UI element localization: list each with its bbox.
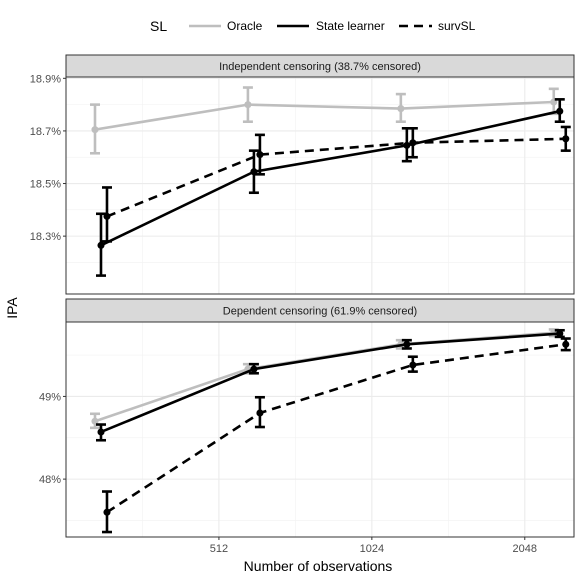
y-tick-label: 49% xyxy=(39,391,61,403)
series-line xyxy=(106,343,566,514)
legend-label-survsl: survSL xyxy=(438,19,476,33)
x-tick-label: 512 xyxy=(210,543,228,555)
data-point xyxy=(91,126,99,134)
series-oracle xyxy=(89,86,559,155)
series-line xyxy=(100,109,561,247)
legend-entry-survsl: survSL xyxy=(399,19,476,33)
legend-entry-oracle: Oracle xyxy=(189,19,263,33)
data-point xyxy=(403,141,411,149)
series-line xyxy=(106,137,566,218)
y-tick-label: 48% xyxy=(39,474,61,486)
gridlines xyxy=(66,322,574,537)
panel-strip-title: Independent censoring (38.7% censored) xyxy=(219,61,421,73)
data-point xyxy=(103,508,111,516)
data-point xyxy=(97,428,105,436)
facet-panels: Independent censoring (38.7% censored) 18… xyxy=(30,54,575,538)
legend-label-state-learner: State learner xyxy=(316,19,385,33)
data-point xyxy=(250,365,258,373)
y-axis-title: IPA xyxy=(4,297,20,319)
panel-strip-title: Dependent censoring (61.9% censored) xyxy=(223,306,417,318)
data-point xyxy=(91,417,99,425)
plot-background xyxy=(66,77,574,294)
data-point xyxy=(409,361,417,369)
x-tick-label: 1024 xyxy=(360,543,384,555)
data-point xyxy=(397,105,405,113)
y-tick-label: 18.9% xyxy=(30,73,61,85)
data-point xyxy=(556,330,564,338)
y-tick-label: 18.7% xyxy=(30,126,61,138)
data-point xyxy=(97,241,105,249)
x-tick-label: 2048 xyxy=(513,543,537,555)
data-point xyxy=(556,107,564,115)
series-line xyxy=(100,332,560,434)
legend: SL Oracle State learner survSL xyxy=(150,18,476,34)
panel-2: Dependent censoring (61.9% censored)48%4… xyxy=(39,298,575,538)
legend-entry-state-learner: State learner xyxy=(277,19,385,33)
x-axis: 512 1024 2048 xyxy=(210,537,537,555)
panel-border xyxy=(65,321,575,538)
series-line xyxy=(94,100,554,131)
legend-title: SL xyxy=(150,18,167,34)
y-axis: 48% 49% xyxy=(39,391,66,486)
data-point xyxy=(256,151,264,159)
data-point xyxy=(409,139,417,147)
series-state-learner xyxy=(95,98,565,277)
data-point xyxy=(256,409,264,417)
y-tick-label: 18.3% xyxy=(30,231,61,243)
y-axis: 18.3% 18.5% 18.7% 18.9% xyxy=(30,73,66,243)
x-axis-title: Number of observations xyxy=(244,558,393,574)
data-point xyxy=(562,135,570,143)
data-point xyxy=(103,212,111,220)
series-survsl xyxy=(101,125,571,243)
panel-border xyxy=(65,76,575,295)
legend-label-oracle: Oracle xyxy=(227,19,263,33)
y-tick-label: 18.5% xyxy=(30,179,61,191)
data-point xyxy=(562,340,570,348)
data-point xyxy=(403,340,411,348)
data-point xyxy=(244,101,252,109)
panel-1: Independent censoring (38.7% censored) 18… xyxy=(30,54,575,295)
series-survsl xyxy=(101,337,571,534)
series-state-learner xyxy=(95,328,565,442)
